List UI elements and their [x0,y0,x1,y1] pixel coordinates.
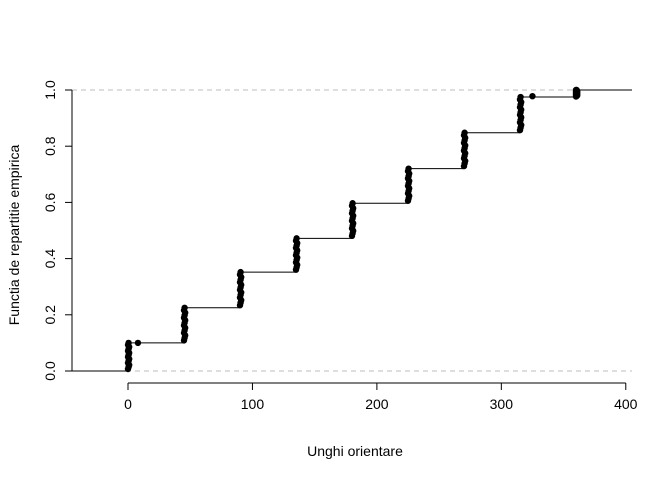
y-tick-label-1: 0.2 [42,305,58,325]
x-tick-label-100: 100 [241,396,265,412]
x-tick-label-300: 300 [490,396,514,412]
y-tick-label-5: 1.0 [42,80,58,100]
x-tick-label-0: 0 [124,396,132,412]
y-tick-label-2: 0.4 [42,249,58,269]
ecdf-point-3-13 [293,235,300,242]
y-axis: 0.0 0.2 0.4 0.6 0.8 1.0 [42,80,73,381]
ecdf-point-1-13 [181,304,188,311]
x-axis: 0 100 200 300 400 [124,382,638,412]
reference-lines [72,89,632,372]
ecdf-point-7-13 [517,93,524,101]
x-tick-label-200: 200 [365,396,389,412]
ecdf-point-6-13 [461,129,468,136]
ecdf-point-0-13 [125,339,132,347]
y-tick-label-4: 0.8 [42,136,58,156]
ecdf-point-extra-1 [529,92,536,100]
ecdf-point-4-13 [349,200,356,207]
ecdf-series [72,86,632,373]
ecdf-point-5-13 [405,165,412,172]
ecdf-point-extra-0 [134,339,142,347]
x-tick-label-400: 400 [614,396,638,412]
ecdf-point-2-13 [237,268,244,276]
y-tick-label-3: 0.6 [42,192,58,212]
y-axis-title: Functia de repartitie empirica [6,145,22,326]
y-tick-label-0: 0.0 [42,361,58,381]
ecdf-point-extra-2 [572,86,580,94]
x-axis-title: Unghi orientare [307,443,403,459]
